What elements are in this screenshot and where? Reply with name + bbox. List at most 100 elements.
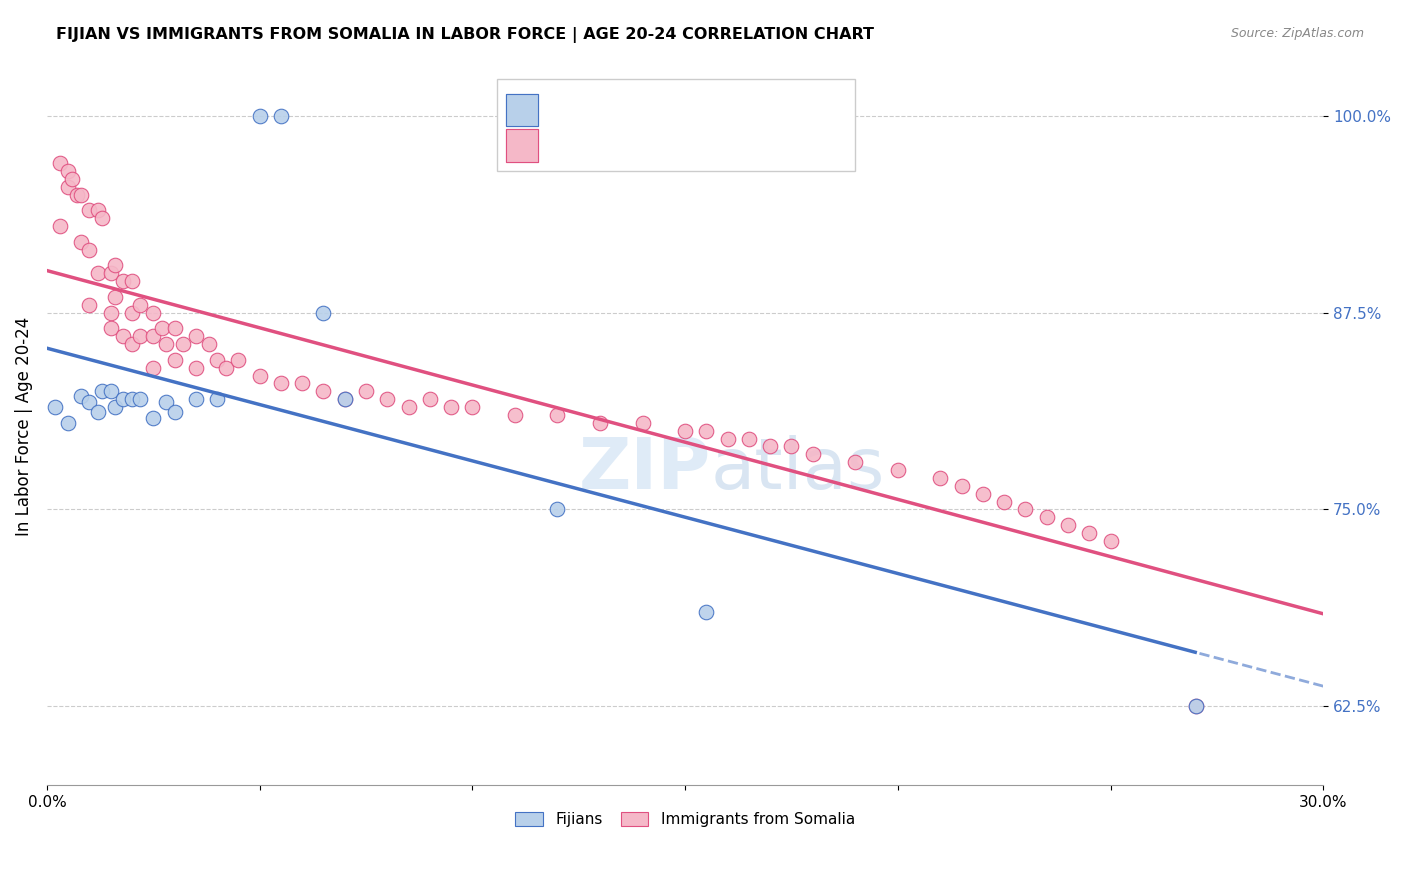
Text: ZIP: ZIP xyxy=(578,435,710,504)
Point xyxy=(631,416,654,430)
Point xyxy=(172,337,194,351)
Point xyxy=(695,424,717,438)
Text: R =   0.173   N = 23: R = 0.173 N = 23 xyxy=(541,90,741,108)
Point xyxy=(312,384,335,399)
Point xyxy=(79,203,101,218)
Point xyxy=(546,502,568,516)
Point xyxy=(104,290,127,304)
Point xyxy=(129,298,152,312)
Point xyxy=(142,411,165,425)
Point xyxy=(333,392,356,407)
Point xyxy=(717,432,740,446)
Point xyxy=(1035,510,1057,524)
Point xyxy=(205,352,228,367)
Point xyxy=(673,424,696,438)
Point xyxy=(1184,699,1206,714)
Point xyxy=(1099,533,1122,548)
Point xyxy=(104,259,127,273)
Point xyxy=(291,376,314,391)
Point xyxy=(184,329,207,343)
Point xyxy=(844,455,866,469)
Point xyxy=(112,329,135,343)
Point xyxy=(121,305,143,319)
Point xyxy=(112,274,135,288)
Point xyxy=(270,376,292,391)
Point xyxy=(150,321,173,335)
Point xyxy=(738,432,761,446)
Point xyxy=(228,352,250,367)
Point xyxy=(184,360,207,375)
Point xyxy=(56,164,79,178)
Point xyxy=(461,400,484,414)
Point xyxy=(79,243,101,257)
Point xyxy=(44,400,66,414)
Point xyxy=(56,179,79,194)
Point xyxy=(163,321,186,335)
Point xyxy=(972,487,994,501)
Point xyxy=(312,305,335,319)
Point xyxy=(48,219,70,233)
Text: FIJIAN VS IMMIGRANTS FROM SOMALIA IN LABOR FORCE | AGE 20-24 CORRELATION CHART: FIJIAN VS IMMIGRANTS FROM SOMALIA IN LAB… xyxy=(56,27,875,43)
Point xyxy=(87,405,110,419)
Point xyxy=(121,274,143,288)
Y-axis label: In Labor Force | Age 20-24: In Labor Force | Age 20-24 xyxy=(15,318,32,536)
Point xyxy=(100,321,122,335)
Point xyxy=(70,389,93,403)
Point xyxy=(66,187,89,202)
Point xyxy=(163,352,186,367)
Point xyxy=(48,156,70,170)
Point xyxy=(100,266,122,280)
Point xyxy=(129,392,152,407)
Point xyxy=(104,400,127,414)
Point xyxy=(121,337,143,351)
Point xyxy=(1014,502,1036,516)
Point xyxy=(759,440,782,454)
Point xyxy=(950,479,973,493)
Point xyxy=(184,392,207,407)
Point xyxy=(354,384,377,399)
Point xyxy=(546,408,568,422)
Point xyxy=(142,360,165,375)
Point xyxy=(589,416,612,430)
Point xyxy=(197,337,219,351)
FancyBboxPatch shape xyxy=(506,94,538,126)
Point xyxy=(100,384,122,399)
Point xyxy=(87,266,110,280)
FancyBboxPatch shape xyxy=(498,79,855,171)
Point xyxy=(333,392,356,407)
Point xyxy=(129,329,152,343)
Point xyxy=(100,305,122,319)
Point xyxy=(79,395,101,409)
FancyBboxPatch shape xyxy=(506,129,538,161)
Point xyxy=(270,109,292,123)
Point xyxy=(62,171,84,186)
Point xyxy=(205,392,228,407)
Point xyxy=(155,395,177,409)
Point xyxy=(398,400,420,414)
Point xyxy=(121,392,143,407)
Point xyxy=(155,337,177,351)
Point xyxy=(993,494,1015,508)
Point xyxy=(142,329,165,343)
Text: Source: ZipAtlas.com: Source: ZipAtlas.com xyxy=(1230,27,1364,40)
Point xyxy=(163,405,186,419)
Point xyxy=(1078,526,1101,541)
Point xyxy=(375,392,398,407)
Point xyxy=(249,368,271,383)
Point xyxy=(503,408,526,422)
Point xyxy=(214,360,236,375)
Point xyxy=(249,109,271,123)
Point xyxy=(112,392,135,407)
Point xyxy=(70,187,93,202)
Point xyxy=(91,384,114,399)
Text: R = -0.082   N = 74: R = -0.082 N = 74 xyxy=(541,126,731,145)
Point xyxy=(79,298,101,312)
Point xyxy=(929,471,952,485)
Legend: Fijians, Immigrants from Somalia: Fijians, Immigrants from Somalia xyxy=(508,804,862,835)
Point xyxy=(91,211,114,226)
Point xyxy=(887,463,910,477)
Point xyxy=(440,400,463,414)
Point xyxy=(695,605,717,619)
Point xyxy=(1057,518,1080,533)
Point xyxy=(1184,699,1206,714)
